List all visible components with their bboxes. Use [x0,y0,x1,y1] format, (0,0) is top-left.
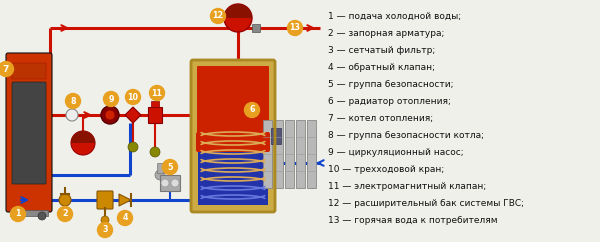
Text: 9: 9 [108,94,114,104]
Bar [198,142,268,205]
Circle shape [38,212,46,220]
Polygon shape [125,107,141,123]
Circle shape [0,61,14,76]
Bar [160,175,180,191]
Text: 2 — запорная арматура;: 2 — запорная арматура; [328,29,445,38]
Text: 9 — циркуляционный насос;: 9 — циркуляционный насос; [328,148,464,157]
Wedge shape [224,4,252,18]
Text: 13: 13 [290,23,301,32]
Circle shape [128,142,138,152]
Text: 2: 2 [62,210,68,219]
Circle shape [101,106,119,124]
Circle shape [224,4,252,32]
Circle shape [161,179,169,187]
Text: 3: 3 [102,226,108,234]
Circle shape [105,110,115,120]
Circle shape [287,21,302,36]
Text: 5 — группа безопасности;: 5 — группа безопасности; [328,80,454,89]
Bar [148,107,162,123]
Circle shape [163,159,178,174]
Text: 10 — трехходовой кран;: 10 — трехходовой кран; [328,165,444,174]
Circle shape [59,194,71,206]
Circle shape [155,170,165,180]
Text: 4: 4 [122,213,128,222]
Text: 12: 12 [212,12,224,21]
Text: 13 — горячая вода к потребителям: 13 — горячая вода к потребителям [328,216,497,225]
Circle shape [125,90,140,105]
Circle shape [245,103,260,118]
FancyBboxPatch shape [6,53,52,212]
Text: 1: 1 [15,210,21,219]
Bar [157,163,163,173]
Circle shape [65,93,80,108]
FancyBboxPatch shape [12,82,46,184]
Circle shape [104,91,119,106]
Circle shape [171,179,179,187]
Circle shape [101,216,109,224]
Text: 3 — сетчатый фильтр;: 3 — сетчатый фильтр; [328,46,435,55]
Circle shape [58,206,73,221]
Circle shape [11,206,25,221]
Bar [274,120,283,188]
Bar [12,63,46,79]
Bar [307,120,316,188]
Text: 10: 10 [128,92,139,101]
Circle shape [12,212,20,220]
Circle shape [211,8,226,23]
Bar [296,120,305,188]
Text: 7: 7 [3,65,9,74]
Bar [10,210,48,216]
Bar [252,24,260,32]
Text: 4 — обратный клапан;: 4 — обратный клапан; [328,63,435,72]
Wedge shape [71,131,95,143]
Text: 8: 8 [70,97,76,106]
Text: 6: 6 [249,106,255,114]
Circle shape [150,147,160,157]
Circle shape [149,85,164,100]
FancyBboxPatch shape [197,66,269,143]
Text: 8 — группа безопасности котла;: 8 — группа безопасности котла; [328,131,484,140]
Text: 11: 11 [151,89,163,98]
FancyBboxPatch shape [191,60,275,212]
Bar [151,101,159,107]
Circle shape [66,109,78,121]
Text: 5: 5 [167,162,173,172]
Bar [263,120,272,188]
FancyBboxPatch shape [97,191,113,209]
Circle shape [97,222,113,237]
FancyBboxPatch shape [196,132,270,152]
Circle shape [118,211,133,226]
Bar [271,128,281,144]
Text: 11 — электромагнитный клапан;: 11 — электромагнитный клапан; [328,182,486,191]
Text: 12 — расширительный бак системы ГВС;: 12 — расширительный бак системы ГВС; [328,199,524,208]
Bar [285,120,294,188]
Polygon shape [119,194,131,206]
Text: 7 — котел отопления;: 7 — котел отопления; [328,114,433,123]
Text: 6 — радиатор отопления;: 6 — радиатор отопления; [328,97,451,106]
Circle shape [71,131,95,155]
Text: 1 — подача холодной воды;: 1 — подача холодной воды; [328,12,461,21]
